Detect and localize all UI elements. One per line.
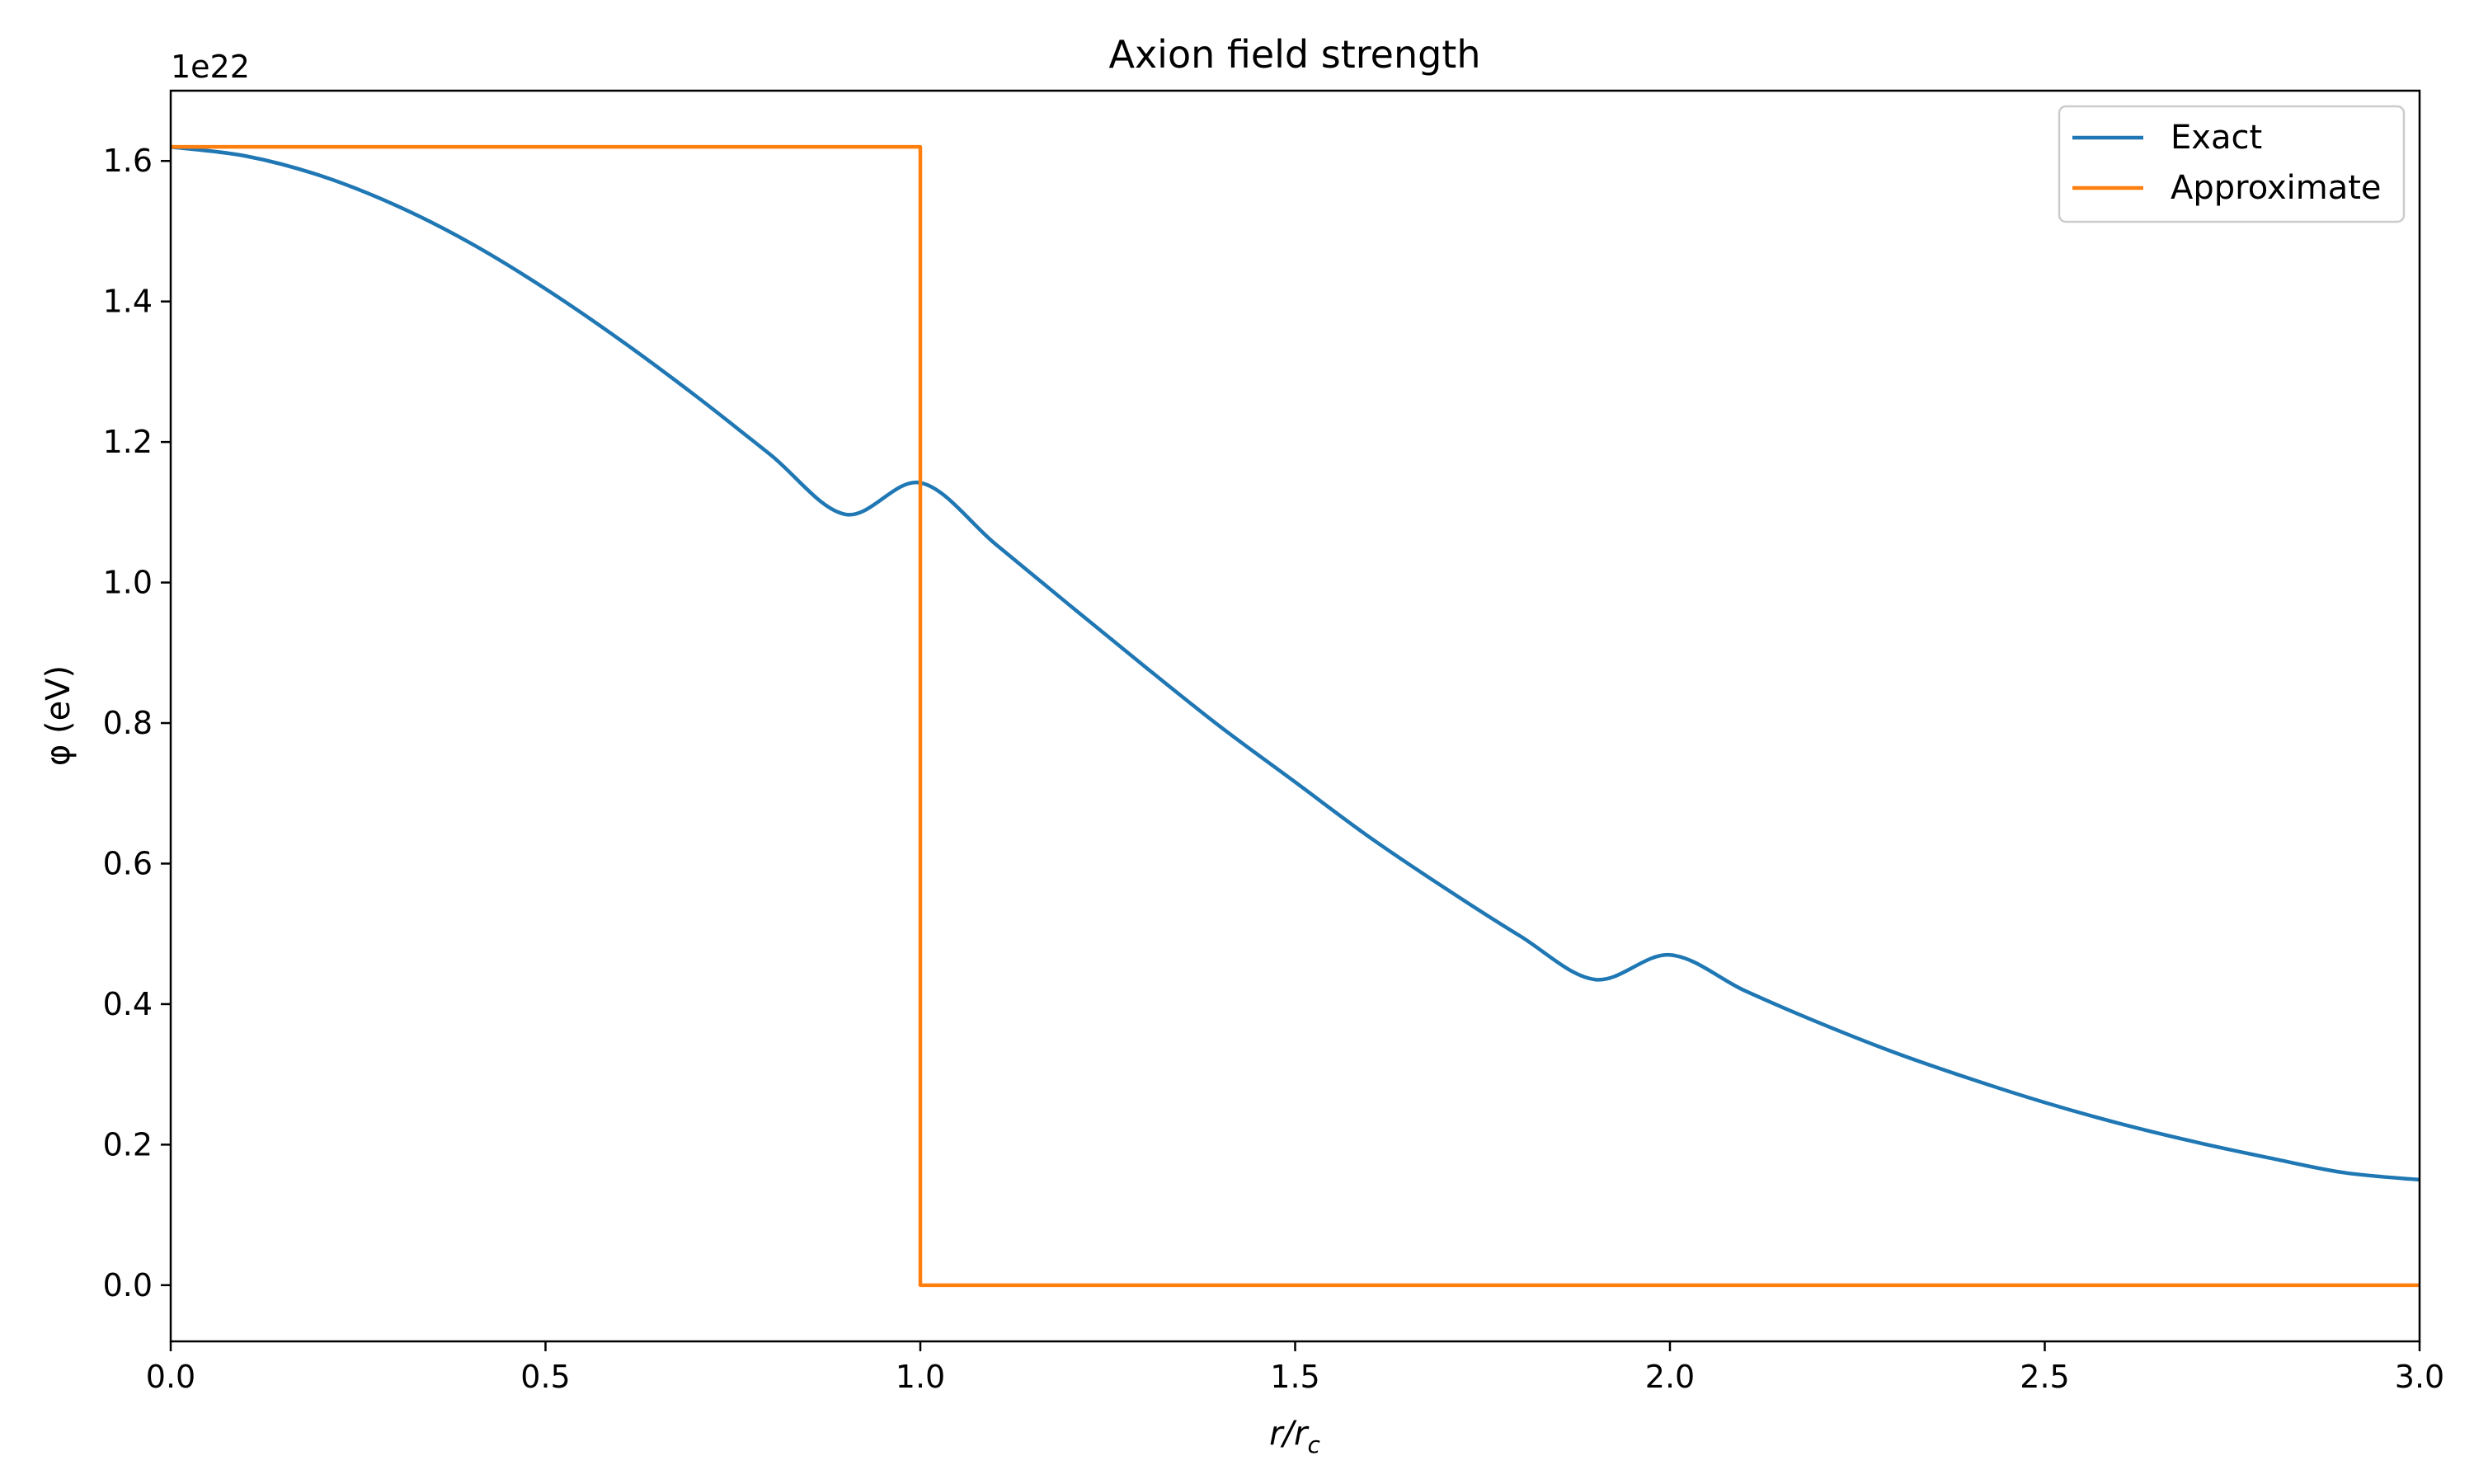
- x-axis-label-base: r/r: [1269, 1415, 1310, 1453]
- x-tick-label: 2.0: [1645, 1359, 1695, 1395]
- y-tick-label: 1.0: [103, 565, 153, 601]
- series-layer: [171, 144, 2420, 1288]
- legend-label-exact: Exact: [2171, 119, 2262, 157]
- x-axis: 0.0 0.5 1.0 1.5 2.0 2.5 3.0: [146, 1341, 2444, 1395]
- x-tick-label: 3.0: [2395, 1359, 2444, 1395]
- x-tick-label: 0.5: [520, 1359, 570, 1395]
- y-tick-label: 0.0: [103, 1267, 153, 1303]
- series-line-approximate: [171, 144, 2420, 1288]
- y-tick-label: 1.4: [103, 284, 153, 320]
- y-axis-label: φ (eV): [40, 665, 78, 766]
- legend: Exact Approximate: [2058, 105, 2406, 223]
- y-axis: 0.0 0.2 0.4 0.6 0.8 1.0 1.2 1.4 1.6: [103, 143, 171, 1303]
- x-tick-label: 0.0: [146, 1359, 195, 1395]
- x-tick-label: 1.5: [1270, 1359, 1319, 1395]
- legend-frame: [2058, 105, 2406, 223]
- y-tick-label: 0.8: [103, 705, 153, 741]
- x-tick-label: 1.0: [896, 1359, 945, 1395]
- plot-area-background: [171, 91, 2420, 1341]
- y-tick-label: 0.6: [103, 845, 153, 881]
- x-axis-label-sub: c: [1307, 1431, 1320, 1458]
- y-offset-label: 1e22: [171, 49, 250, 85]
- chart-title: Axion field strength: [1108, 32, 1480, 77]
- x-tick-label: 2.5: [2020, 1359, 2069, 1395]
- y-tick-label: 0.2: [103, 1126, 153, 1162]
- y-tick-label: 0.4: [103, 986, 153, 1022]
- y-tick-label: 1.2: [103, 424, 153, 460]
- x-axis-label: r/rc: [1269, 1415, 1320, 1458]
- series-line-exact: [171, 144, 2420, 1182]
- legend-label-approximate: Approximate: [2171, 169, 2382, 207]
- y-tick-label: 1.6: [103, 143, 153, 179]
